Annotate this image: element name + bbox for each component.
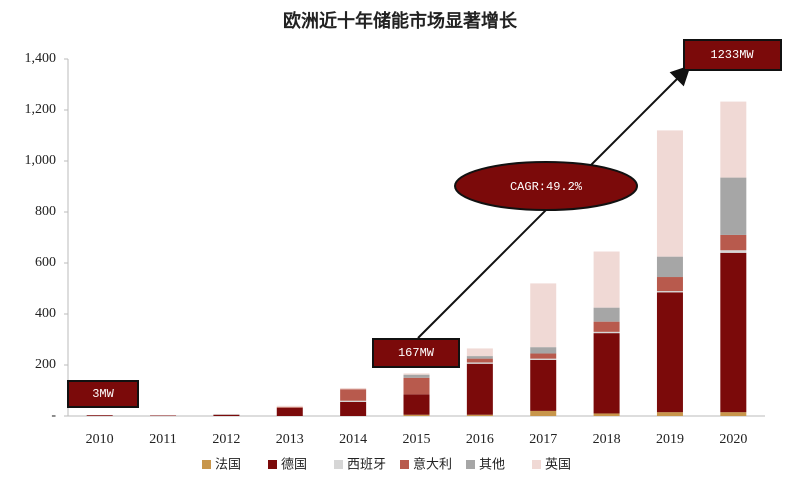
bar-segment xyxy=(720,412,747,416)
bar-segment xyxy=(86,415,113,416)
bar-segment xyxy=(213,413,240,415)
y-tick-label: 600 xyxy=(35,255,56,270)
bar-segment xyxy=(656,130,683,257)
bar-segment xyxy=(593,321,620,332)
x-tick-label: 2015 xyxy=(403,432,431,447)
bar-segment xyxy=(656,292,683,413)
annotation-box xyxy=(372,338,460,368)
legend-swatch xyxy=(532,460,541,469)
bar-segment xyxy=(530,358,557,360)
bar-segment xyxy=(720,252,747,413)
bar-segment xyxy=(530,283,557,348)
annotation-ellipse xyxy=(454,161,638,211)
annotation-box xyxy=(67,380,139,408)
x-tick-label: 2013 xyxy=(276,432,304,447)
bar-segment xyxy=(530,353,557,359)
y-tick-label: 200 xyxy=(35,357,56,372)
plot xyxy=(86,101,747,416)
y-tick-label: 1,400 xyxy=(25,51,57,66)
annotation: 3MW xyxy=(92,387,114,401)
x-tick-label: 2018 xyxy=(593,432,621,447)
bar-segment xyxy=(466,358,493,363)
annotation: 1233MW xyxy=(710,48,754,62)
legend: 法国 德国 西班牙 意大利 其他 英国 xyxy=(202,457,571,473)
y-tick-label: 800 xyxy=(35,204,56,219)
bar-segment xyxy=(656,412,683,416)
legend-label: 意大利 xyxy=(413,457,452,473)
bar-segment xyxy=(720,177,747,235)
bar-segment xyxy=(276,405,303,408)
x-tick-label: 2012 xyxy=(212,432,240,447)
bar-segment xyxy=(466,414,493,416)
chart-title: 欧洲近十年储能市场显著增长 xyxy=(283,10,518,32)
bar-segment xyxy=(593,251,620,308)
x-tick-label: 2020 xyxy=(719,432,747,447)
bar-segment xyxy=(466,363,493,415)
legend-label: 西班牙 xyxy=(347,458,386,473)
bar-segment xyxy=(720,234,747,251)
y-tick-label: 1,000 xyxy=(25,153,57,168)
y-tick-label: 1,200 xyxy=(25,102,57,117)
x-tick-label: 2019 xyxy=(656,432,684,447)
legend-label: 法国 xyxy=(215,458,241,473)
bar-segment xyxy=(276,407,303,416)
x-tick-label: 2016 xyxy=(466,432,494,447)
x-tick-label: 2010 xyxy=(86,432,114,447)
bar-segment xyxy=(150,415,177,416)
bar-segment xyxy=(466,348,493,357)
bar-segment xyxy=(656,277,683,292)
bar-segment xyxy=(340,389,367,401)
y-tick-label: 400 xyxy=(35,306,56,321)
bar-segment xyxy=(276,407,303,408)
bar-segment xyxy=(340,400,367,402)
bar-segment xyxy=(593,333,620,414)
legend-label: 其他 xyxy=(479,458,505,473)
legend-label: 德国 xyxy=(281,458,307,473)
bar-segment xyxy=(530,359,557,411)
x-tick-label: 2011 xyxy=(149,432,176,447)
bar-segment xyxy=(466,362,493,364)
bar-segment xyxy=(530,410,557,416)
bar-segment xyxy=(656,291,683,293)
annotation: 167MW xyxy=(398,346,435,360)
annotation-box xyxy=(683,39,782,71)
legend-swatch xyxy=(268,460,277,469)
bar-segment xyxy=(340,401,367,416)
legend-swatch xyxy=(400,460,409,469)
bar-segment xyxy=(403,374,430,378)
bar-segment xyxy=(593,413,620,416)
legend-swatch xyxy=(334,460,343,469)
bar-segment xyxy=(720,250,747,253)
bar-segment xyxy=(403,373,430,375)
bar-segment xyxy=(593,331,620,334)
bar-segment xyxy=(403,377,430,395)
bar-segment xyxy=(466,356,493,359)
legend-label: 英国 xyxy=(545,458,571,473)
legend-swatch xyxy=(202,460,211,469)
bar-segment xyxy=(656,256,683,278)
bar-segment xyxy=(403,394,430,415)
bar-segment xyxy=(720,101,747,178)
y-tick-label: - xyxy=(51,408,56,423)
bar-segment xyxy=(213,414,240,416)
bar-segment xyxy=(403,414,430,416)
bar-segment xyxy=(340,387,367,390)
bar-segment xyxy=(530,347,557,354)
bar-segment xyxy=(593,307,620,322)
x-tick-label: 2014 xyxy=(339,432,367,447)
legend-swatch xyxy=(466,460,475,469)
x-tick-label: 2017 xyxy=(529,432,557,447)
annotation: CAGR:49.2% xyxy=(510,180,583,194)
